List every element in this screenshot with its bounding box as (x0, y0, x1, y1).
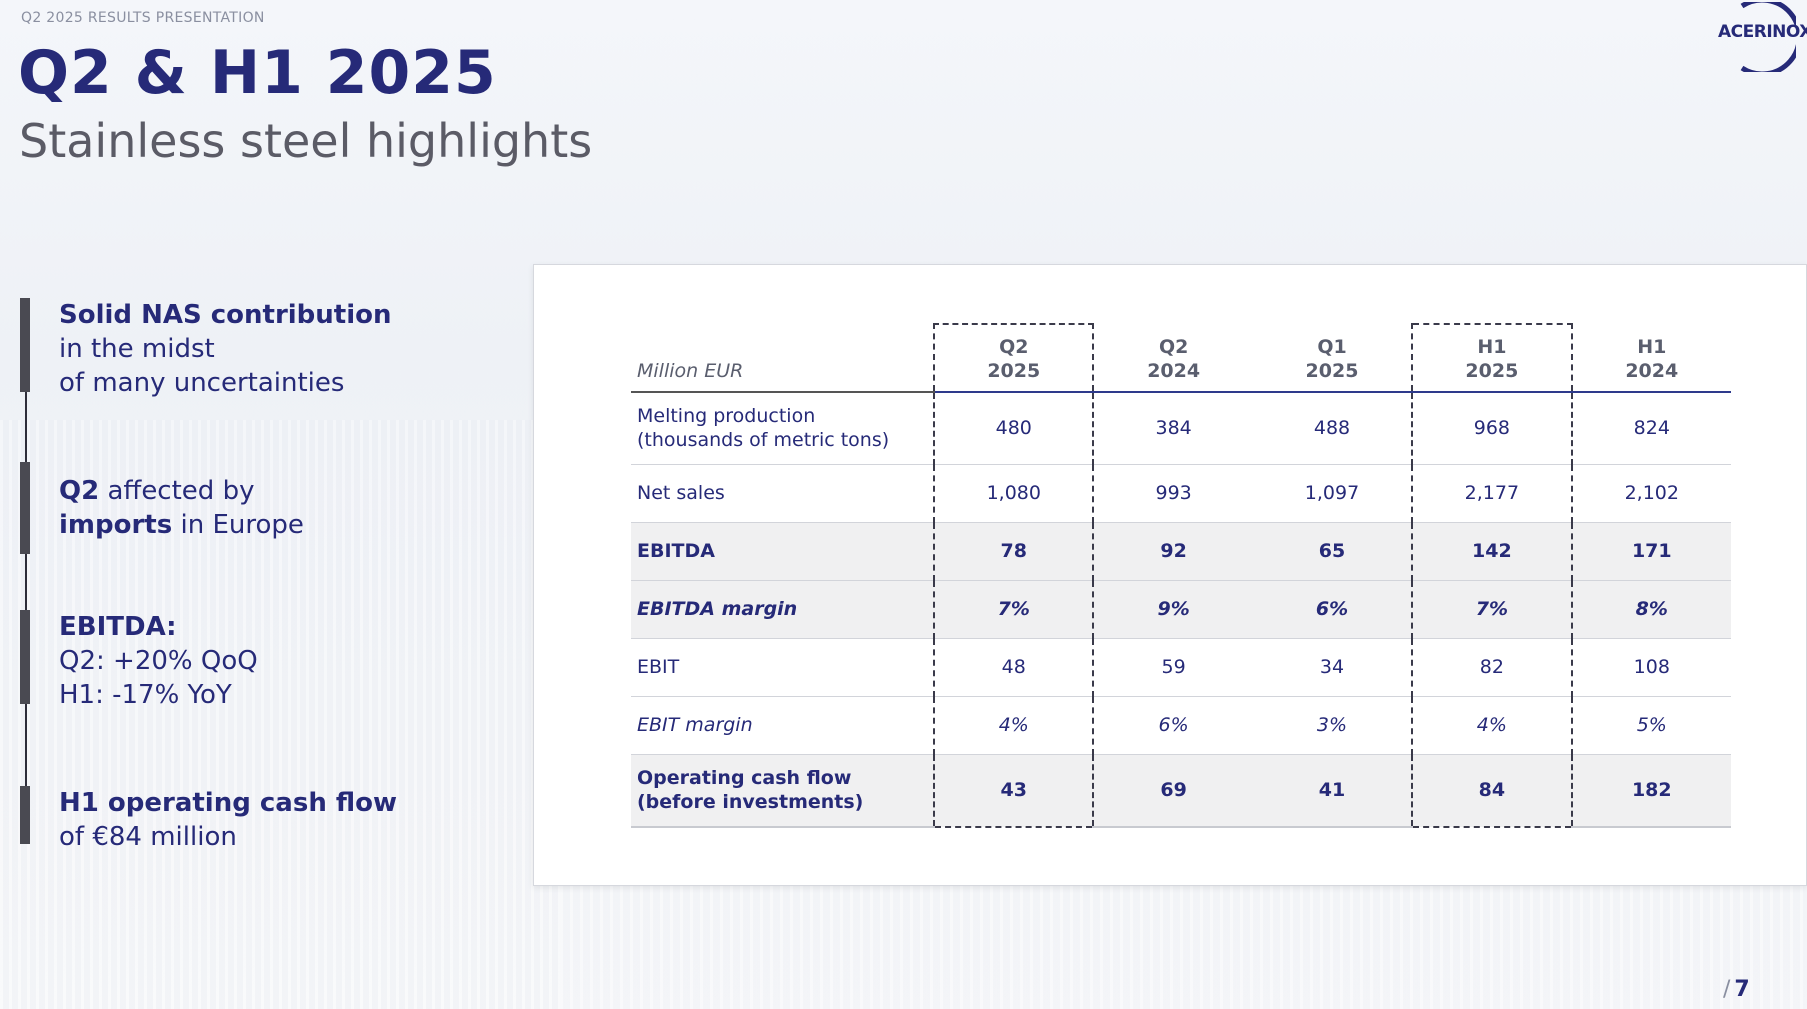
table-cell: 5% (1571, 696, 1731, 755)
background-building-lower (560, 880, 1807, 1009)
table-cell: 48 (933, 638, 1095, 697)
table-cell: 2,102 (1571, 464, 1731, 523)
table-cell: 9% (1093, 580, 1253, 639)
timeline-line (25, 300, 27, 840)
table-cell: 1,080 (933, 464, 1095, 523)
highlight-bar (20, 298, 30, 392)
table-cell: 993 (1093, 464, 1253, 523)
table-cell: 92 (1093, 522, 1253, 581)
highlight-text: of €84 million (59, 822, 237, 852)
table-cell: 78 (933, 522, 1095, 581)
table-cell: 142 (1412, 522, 1573, 581)
page-slash: / (1723, 977, 1731, 1002)
row-label: Melting production (thousands of metric t… (631, 392, 935, 465)
table-cell: 1,097 (1252, 464, 1414, 523)
page-number: /7 (1723, 977, 1750, 1002)
highlight-strong: imports (59, 510, 173, 540)
table-cell: 182 (1571, 754, 1731, 828)
table-row: Operating cash flow (before investments) … (631, 754, 1731, 828)
highlight-strong: EBITDA: (59, 612, 177, 642)
table-cell: 2,177 (1412, 464, 1573, 523)
table-cell: 59 (1093, 638, 1253, 697)
table-cell: 8% (1571, 580, 1731, 639)
table-row: EBITDA margin 7% 9% 6% 7% 8% (631, 580, 1731, 639)
table-cell: 968 (1412, 392, 1573, 465)
table-row: Net sales 1,080 993 1,097 2,177 2,102 (631, 464, 1731, 523)
row-label: EBITDA (631, 522, 935, 581)
table-cell: 6% (1252, 580, 1414, 639)
table-cell: 4% (933, 696, 1095, 755)
table-row: EBIT 48 59 34 82 108 (631, 638, 1731, 697)
unit-label: Million EUR (631, 324, 935, 393)
highlight-bar (20, 786, 30, 844)
table-cell: 41 (1252, 754, 1414, 828)
page-number-value: 7 (1734, 977, 1750, 1002)
table-cell: 171 (1571, 522, 1731, 581)
column-header: Q2 2025 (933, 323, 1095, 393)
table-cell: 84 (1412, 754, 1573, 828)
highlight-text: Q2: +20% QoQ (59, 646, 258, 676)
column-header: Q2 2024 (1093, 324, 1253, 393)
table-cell: 3% (1252, 696, 1414, 755)
highlight-text: H1: -17% YoY (59, 680, 232, 710)
table-row: Melting production (thousands of metric t… (631, 392, 1731, 465)
row-label: EBITDA margin (631, 580, 935, 639)
table-cell: 824 (1571, 392, 1731, 465)
highlight-strong: Q2 (59, 476, 100, 506)
presentation-eyebrow: Q2 2025 RESULTS PRESENTATION (21, 10, 265, 26)
table-cell: 4% (1412, 696, 1573, 755)
row-label: Operating cash flow (before investments) (631, 754, 935, 828)
highlight-bar (20, 610, 30, 704)
logo-text: ACERINOX (1718, 22, 1807, 42)
table-cell: 480 (933, 392, 1095, 465)
table-cell: 6% (1093, 696, 1253, 755)
table-cell: 488 (1252, 392, 1414, 465)
results-table: Million EUR Q2 2025 Q2 2024 Q1 2025 H1 2025 … (631, 323, 1731, 828)
table-row: EBIT margin 4% 6% 3% 4% 5% (631, 696, 1731, 755)
highlight-text: affected by (99, 476, 255, 506)
table-header-row: Million EUR Q2 2025 Q2 2024 Q1 2025 H1 2025 … (631, 323, 1731, 393)
page-title: Q2 & H1 2025 (18, 38, 497, 108)
table-row: EBITDA 78 92 65 142 171 (631, 522, 1731, 581)
row-label: EBIT (631, 638, 935, 697)
page-subtitle: Stainless steel highlights (19, 114, 593, 168)
highlight-text: in Europe (172, 510, 304, 540)
highlight-text: in the midst (59, 334, 215, 364)
table-cell: 82 (1412, 638, 1573, 697)
table-cell: 34 (1252, 638, 1414, 697)
column-header: H1 2025 (1412, 323, 1573, 393)
column-header: Q1 2025 (1252, 324, 1414, 393)
results-card: Million EUR Q2 2025 Q2 2024 Q1 2025 H1 2025 … (533, 264, 1807, 886)
highlight-text: of many uncertainties (59, 368, 345, 398)
row-label: Net sales (631, 464, 935, 523)
table-cell: 65 (1252, 522, 1414, 581)
table-cell: 43 (933, 754, 1095, 828)
highlight-bar (20, 462, 30, 554)
background-building (0, 420, 560, 1009)
column-header: H1 2024 (1571, 324, 1731, 393)
row-label: EBIT margin (631, 696, 935, 755)
highlight-strong: Solid NAS contribution (59, 300, 392, 330)
table-cell: 384 (1093, 392, 1253, 465)
table-cell: 7% (933, 580, 1095, 639)
table-cell: 7% (1412, 580, 1573, 639)
table-cell: 108 (1571, 638, 1731, 697)
highlight-strong: H1 operating cash flow (59, 788, 398, 818)
table-cell: 69 (1093, 754, 1253, 828)
